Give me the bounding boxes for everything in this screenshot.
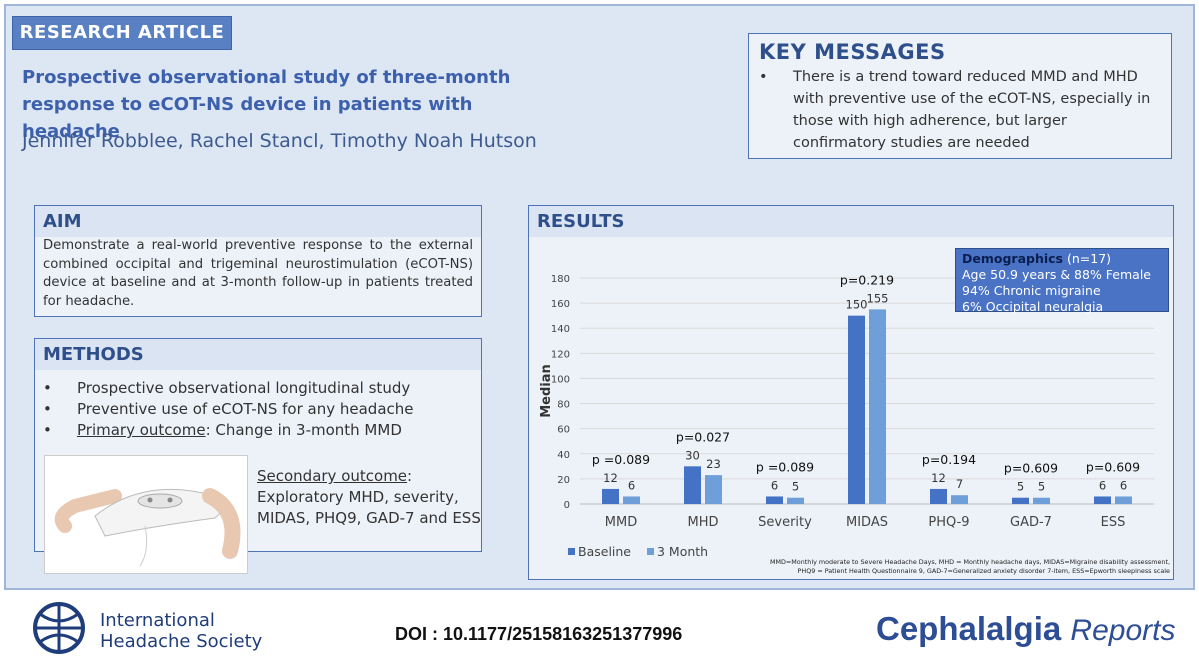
x-tick-label: MMD [605,515,637,530]
data-label: 30 [685,448,700,462]
footnote: MMD=Monthly moderate to Severe Headache … [700,558,1170,576]
text: Demonstrate a real-world preventive resp… [43,238,473,309]
journal-suffix: Reports [1070,614,1176,647]
x-tick-label: Severity [758,515,812,530]
label: Secondary outcome [257,467,408,485]
list-item: • There is a trend toward reduced MMD and… [759,66,1159,154]
text: : Exploratory MHD, severity, MIDAS, PHQ9… [257,467,481,527]
demographics: Demographics (n=17) Age 50.9 years & 88%… [955,248,1169,314]
bar [1115,496,1132,504]
annotation: p=0.609 [1004,461,1058,476]
y-tick-label: 80 [557,400,570,411]
x-tick-label: GAD-7 [1010,515,1052,530]
y-axis-label: Median [539,364,554,418]
data-label: 5 [1017,480,1024,494]
data-label: 7 [956,477,963,491]
bar [705,475,722,504]
line: 94% Chronic migraine [962,283,1101,298]
bar [1033,497,1050,504]
x-tick-label: PHQ-9 [928,515,969,530]
line: 6% Occipital neuralgia [962,299,1104,314]
data-label: 6 [1099,478,1106,492]
annotation: p =0.089 [592,452,650,467]
sample-size: (n=17) [1066,251,1112,266]
doi: DOI : 10.1177/25158163251377996 [395,624,683,644]
bar [869,309,886,504]
data-label: 6 [1120,478,1127,492]
y-tick-label: 20 [557,475,570,486]
line: International [100,610,215,631]
y-tick-label: 160 [551,299,570,310]
annotation: p =0.089 [756,459,814,474]
y-tick-label: 0 [564,500,570,511]
device-image [44,455,248,574]
line: Headache Society [100,631,263,652]
text: There is a trend toward reduced MMD and … [793,69,1151,151]
y-tick-label: 100 [551,374,570,385]
x-tick-label: MIDAS [846,515,888,530]
annotation: p=0.609 [1086,459,1140,474]
title: Prospective observational study of three… [22,67,511,142]
line: Age 50.9 years & 88% Female [962,267,1152,282]
text: Preventive use of eCOT-NS for any headac… [77,400,414,418]
legend-label: 3 Month [657,544,708,559]
bar [602,488,619,504]
authors: Jennifer Robblee, Rachel Stancl, Timothy… [22,130,537,152]
bar [684,466,701,504]
data-label: 12 [603,471,618,485]
bar [1094,496,1111,504]
y-tick-label: 60 [557,425,570,436]
legend-swatch [568,548,575,555]
y-tick-label: 120 [551,349,570,360]
label: Primary outcome [77,421,206,439]
y-tick-label: 140 [551,324,570,335]
heading: KEY MESSAGES [759,40,946,64]
data-label: 12 [931,471,946,485]
bar [787,497,804,504]
data-label: 5 [1038,480,1045,494]
key-messages: KEY MESSAGES • There is a trend toward re… [748,33,1172,159]
data-label: 23 [706,457,721,471]
legend-swatch [647,548,654,555]
article-label: RESEARCH ARTICLE [12,16,232,50]
secondary-outcome: Secondary outcome: Exploratory MHD, seve… [257,466,485,529]
list-item: • Prospective observational longitudinal … [43,379,411,397]
x-tick-label: ESS [1101,515,1126,530]
aim: AIM Demonstrate a real-world preventive … [34,205,482,317]
data-label: 6 [771,478,778,492]
text: : Change in 3-month MMD [205,421,402,439]
bar [623,496,640,504]
bar [951,495,968,504]
society-logo [33,602,85,654]
heading: METHODS [35,339,481,370]
heading: AIM [35,206,481,237]
journal-name: Cephalalgia [876,610,1062,647]
data-label: 150 [846,298,868,312]
y-tick-label: 180 [551,274,570,285]
society-name: International Headache Society [100,610,262,652]
legend-label: Baseline [578,544,631,559]
x-tick-label: MHD [687,515,718,530]
device-illustration [54,488,241,567]
annotation: p=0.194 [922,452,976,467]
line: PHQ9 = Patient Health Questionnaire 9, G… [797,567,1170,575]
data-label: 5 [792,480,799,494]
bar [766,496,783,504]
heading: RESULTS [529,206,1173,237]
data-label: 6 [628,478,635,492]
annotation: p=0.027 [676,429,730,444]
annotation: p=0.219 [840,272,894,287]
list-item: • Primary outcome: Change in 3-month MMD [43,421,402,439]
bar [930,488,947,504]
label: Demographics [962,251,1063,266]
bar [848,315,865,504]
bar [1012,497,1029,504]
data-label: 155 [867,291,889,305]
text: Prospective observational longitudinal s… [77,379,411,397]
y-tick-label: 40 [557,450,570,461]
list-item: • Preventive use of eCOT-NS for any heada… [43,400,414,418]
line: MMD=Monthly moderate to Severe Headache … [769,558,1170,566]
journal: Cephalalgia Reports [876,610,1175,648]
